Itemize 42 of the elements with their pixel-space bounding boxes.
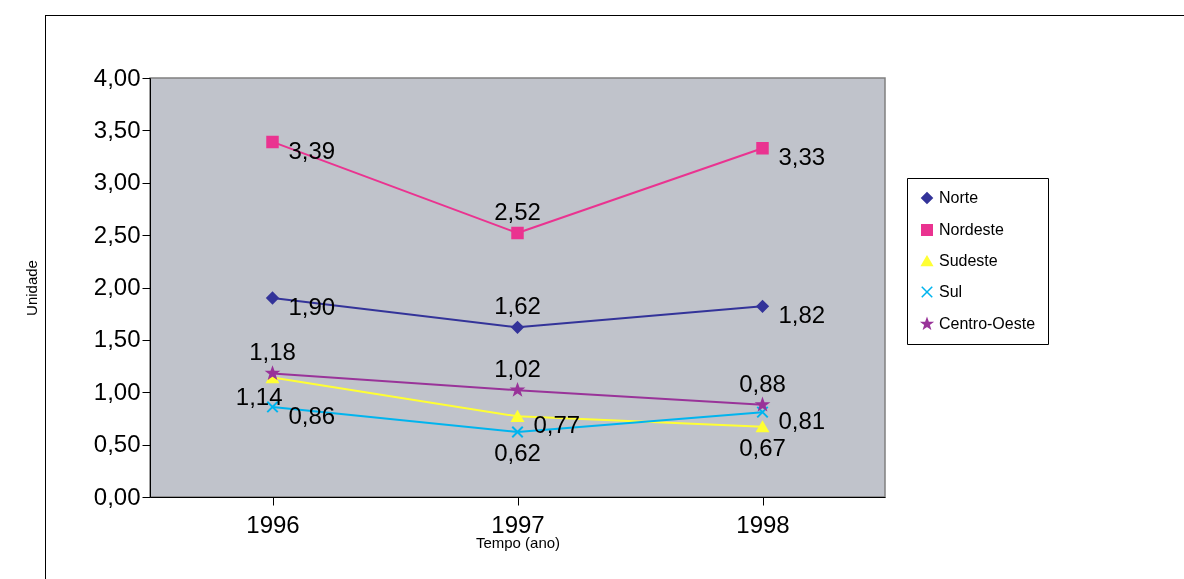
legend-label: Norte (939, 189, 979, 206)
y-tick-label: 3,50 (93, 115, 141, 143)
point (756, 300, 769, 313)
point (756, 421, 769, 433)
y-tick-label: 0,00 (93, 482, 141, 510)
x-tick-label: 1996 (246, 510, 300, 538)
y-tick-label: 1,50 (93, 325, 141, 353)
point (509, 382, 526, 397)
legend-label: Sudeste (939, 252, 998, 269)
data-label: 0,67 (739, 433, 786, 461)
data-label: 2,52 (494, 198, 541, 226)
point (511, 226, 524, 240)
point (511, 321, 524, 334)
data-label: 1,18 (249, 338, 296, 366)
data-label: 0,62 (494, 439, 541, 467)
point (754, 396, 771, 412)
legend-label: Centro-Oeste (939, 315, 1036, 332)
point (266, 135, 279, 149)
y-tick-label: 1,00 (93, 377, 141, 405)
data-label: 1,14 (235, 382, 283, 410)
legend-label: Nordeste (939, 221, 1005, 238)
point (511, 410, 524, 422)
data-label: 0,88 (739, 369, 786, 397)
legend-label: Sul (939, 283, 963, 300)
x-tick-label: 1998 (736, 510, 790, 538)
y-axis-title: Unidade (22, 260, 40, 316)
data-label: 1,82 (778, 301, 826, 329)
y-tick-label: 2,00 (93, 273, 141, 300)
y-tick-label: 2,50 (93, 220, 141, 248)
data-label: 3,33 (778, 143, 826, 171)
point (756, 141, 769, 155)
point (266, 291, 279, 305)
data-label: 3,39 (288, 136, 336, 164)
y-tick-label: 0,50 (93, 430, 141, 458)
data-label: 1,02 (494, 355, 541, 383)
point (756, 405, 769, 419)
y-tick-label: 3,00 (93, 168, 141, 196)
point (264, 365, 281, 380)
data-label: 1,62 (494, 292, 541, 320)
data-label: 0,81 (778, 407, 826, 435)
y-tick-label: 4,00 (93, 63, 141, 91)
point (511, 425, 524, 439)
